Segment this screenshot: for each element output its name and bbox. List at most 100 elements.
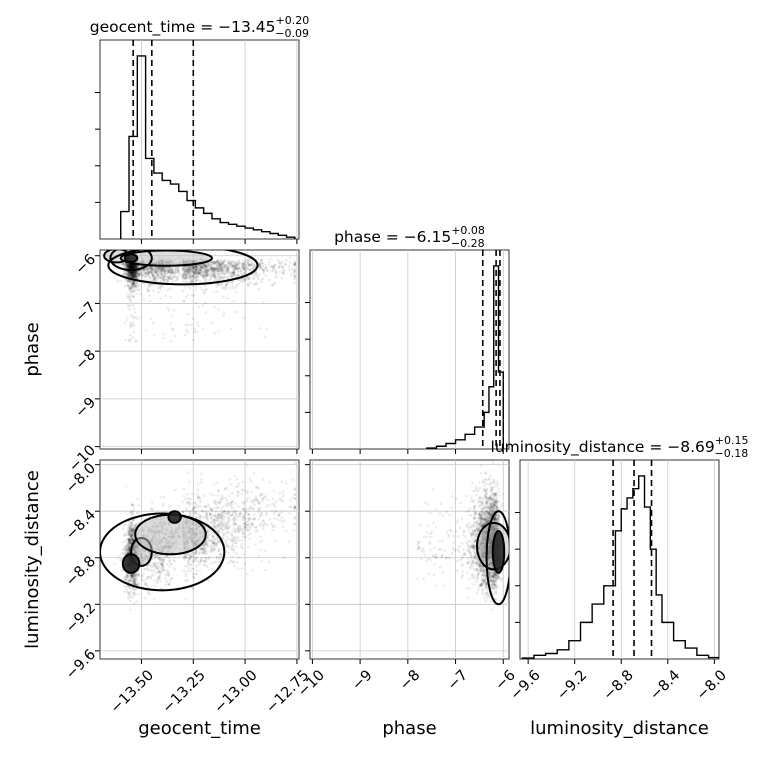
sample-point (230, 264, 234, 267)
sample-point (243, 489, 247, 492)
sample-point (130, 274, 134, 278)
sample-point (232, 264, 235, 268)
sample-point (136, 582, 140, 586)
sample-point (130, 272, 133, 275)
sample-point (232, 551, 236, 554)
sample-point (153, 598, 156, 601)
sample-point (157, 266, 161, 270)
sample-point (272, 265, 276, 268)
sample-point (206, 263, 210, 267)
sample-point (208, 273, 211, 276)
sample-point (273, 282, 277, 285)
sample-point (153, 270, 156, 274)
sample-point (123, 264, 126, 268)
sample-point (185, 270, 188, 274)
sample-point (229, 538, 233, 541)
sample-point (134, 272, 138, 275)
sample-point (219, 266, 223, 270)
sample-point (231, 284, 234, 288)
sample-point (132, 266, 136, 269)
sample-point (223, 264, 227, 268)
sample-point (220, 262, 224, 265)
sample-point (173, 567, 176, 571)
sample-point (134, 264, 137, 267)
sample-point (147, 268, 150, 271)
sample-point (214, 262, 217, 266)
sample-point (246, 282, 250, 285)
sample-point (228, 286, 232, 290)
sample-point (192, 267, 196, 271)
sample-point (236, 567, 240, 571)
sample-point (203, 264, 207, 268)
sample-point (156, 270, 160, 273)
sample-point (200, 265, 203, 268)
sample-point (140, 277, 144, 280)
sample-point (153, 278, 157, 282)
sample-point (202, 270, 205, 274)
sample-point (216, 518, 219, 522)
sample-point (181, 267, 185, 271)
sample-point (151, 274, 155, 278)
sample-point (243, 279, 247, 282)
sample-point (265, 266, 268, 270)
sample-point (132, 266, 136, 270)
sample-point (243, 277, 246, 281)
sample-point (260, 258, 264, 262)
sample-point (126, 272, 129, 276)
sample-point (233, 266, 237, 269)
sample-point (138, 273, 142, 277)
sample-point (219, 266, 222, 269)
sample-point (168, 268, 172, 272)
sample-point (175, 271, 178, 274)
sample-point (202, 494, 206, 498)
sample-point (211, 267, 214, 270)
sample-point (234, 502, 237, 506)
sample-point (125, 264, 128, 267)
sample-point (227, 261, 230, 265)
sample-point (128, 263, 131, 266)
sample-point (233, 474, 237, 478)
sample-point (159, 276, 162, 280)
sample-point (126, 266, 130, 270)
sample-point (213, 506, 216, 510)
sample-point (185, 267, 189, 271)
sample-point (129, 265, 132, 269)
sample-point (134, 274, 138, 278)
sample-point (168, 266, 172, 270)
sample-point (206, 270, 209, 274)
sample-point (205, 552, 208, 556)
sample-point (238, 261, 241, 265)
sample-point (129, 286, 132, 290)
sample-point (132, 264, 135, 268)
sample-point (162, 274, 165, 278)
sample-point (136, 317, 139, 321)
sample-point (132, 265, 136, 268)
sample-point (258, 266, 261, 269)
sample-point (126, 279, 129, 283)
sample-point (130, 272, 133, 276)
sample-point (215, 260, 219, 264)
sample-point (130, 270, 134, 274)
sample-point (191, 273, 195, 277)
sample-point (196, 272, 200, 275)
sample-point (151, 273, 155, 277)
sample-point (128, 271, 132, 274)
sample-point (162, 270, 166, 273)
sample-point (293, 274, 297, 277)
sample-point (127, 263, 130, 267)
sample-point (209, 266, 213, 269)
sample-point (155, 567, 159, 570)
sample-point (225, 271, 229, 275)
sample-point (263, 549, 267, 553)
sample-point (173, 268, 177, 272)
sample-point (188, 270, 192, 273)
sample-point (224, 264, 227, 267)
sample-point (267, 503, 271, 507)
sample-point (232, 271, 235, 275)
sample-point (224, 270, 228, 274)
sample-point (215, 283, 219, 286)
sample-point (170, 269, 174, 272)
sample-point (230, 558, 233, 562)
sample-point (128, 286, 131, 290)
sample-point (204, 288, 207, 292)
